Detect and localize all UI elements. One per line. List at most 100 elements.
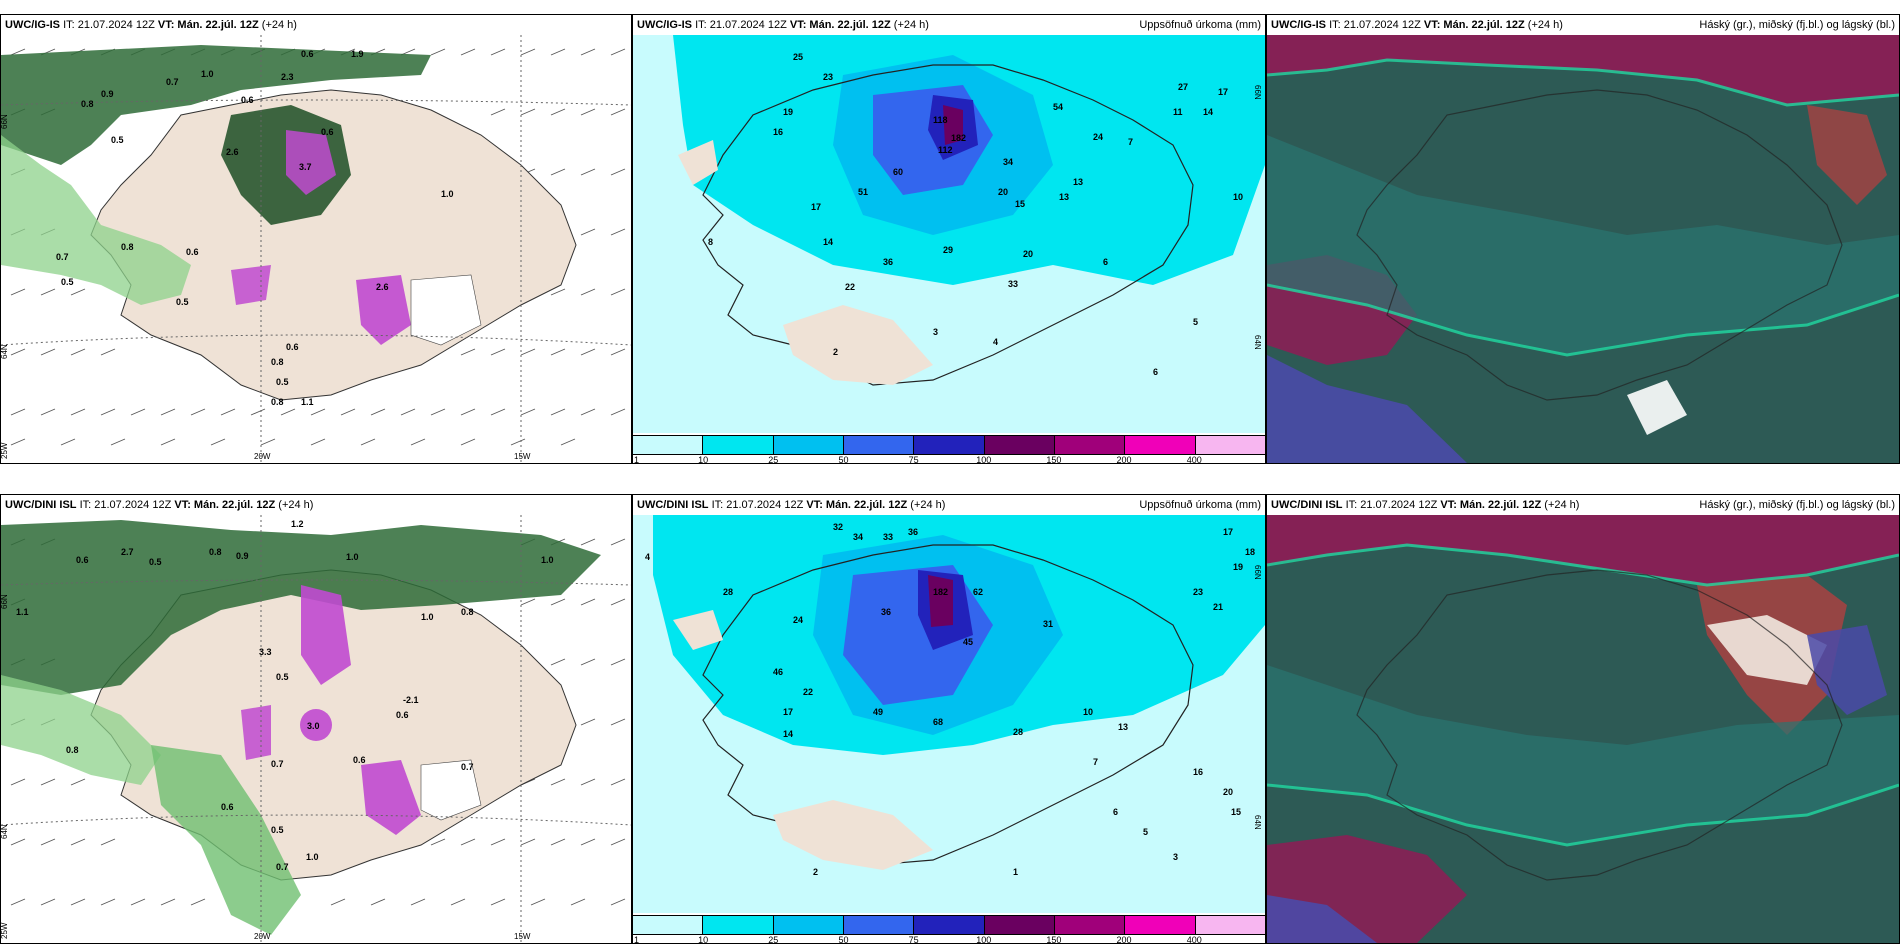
cloud-map [1267, 35, 1899, 463]
low-cloud-southwest [1267, 895, 1377, 943]
value-label: 0.8 [271, 357, 284, 367]
value-label: 1 [1013, 867, 1018, 877]
lon-label-20w: 20W [254, 452, 271, 461]
cloud-edge-north [1267, 543, 1899, 587]
legend-label: 50 [838, 455, 849, 464]
legend-label: 25 [768, 935, 779, 944]
lon-label-25w: 25W [1, 442, 9, 459]
land-dry [773, 800, 933, 870]
value-label: 0.6 [396, 710, 409, 720]
value-label: 28 [1013, 727, 1023, 737]
value-label: 33 [883, 532, 893, 542]
legend-label: 10 [698, 455, 709, 464]
model-name: UWC/IG-IS [1271, 19, 1326, 31]
value-label: 2.6 [226, 147, 239, 157]
legend-label: 100 [976, 935, 992, 944]
valid-time: VT: Mán. 22.júl. 12Z [157, 19, 259, 31]
value-label: 68 [933, 717, 943, 727]
legend-swatch [1125, 916, 1196, 934]
value-label: 0.8 [121, 242, 134, 252]
value-label: 16 [1193, 767, 1203, 777]
legend-label: 100 [976, 455, 992, 464]
value-label: 17 [1218, 87, 1228, 97]
value-label: 32 [833, 522, 843, 532]
value-label: 0.5 [276, 377, 289, 387]
value-label: 1.0 [306, 852, 319, 862]
panel-title: Háský (gr.), miðský (fj.bl.) og lágský (… [1699, 19, 1895, 31]
precip-magenta-north [286, 130, 336, 195]
value-label: 0.7 [276, 862, 289, 872]
value-label: 0.5 [111, 135, 124, 145]
value-label: 0.6 [241, 95, 254, 105]
value-label: 1.0 [541, 555, 554, 565]
init-time: IT: 21.07.2024 12Z [79, 499, 172, 511]
lat-label-64n: 64N [1, 344, 9, 359]
value-label: 36 [883, 257, 893, 267]
lead-time: (+24 h) [910, 499, 946, 511]
panel-header: UWC/DINI ISL IT: 21.07.2024 12Z VT: Mán.… [633, 495, 1265, 515]
panel-header: UWC/DINI ISL IT: 21.07.2024 12Z VT: Mán.… [1, 495, 631, 515]
value-label: 0.6 [286, 342, 299, 352]
low-cloud-east [1807, 625, 1887, 715]
value-label: 13 [1118, 722, 1128, 732]
map-canvas: 66N 64N 25 23 16 19 60 118 112 182 51 34… [633, 35, 1265, 433]
precip-map: 66N 64N 25 23 16 19 60 118 112 182 51 34… [633, 35, 1265, 433]
panel-top-left: UWC/IG-IS IT: 21.07.2024 12Z VT: Mán. 22… [0, 14, 632, 464]
lat-lon-grid [1, 515, 631, 943]
value-label: 2.3 [281, 72, 294, 82]
panel-top-mid: UWC/IG-IS IT: 21.07.2024 12Z VT: Mán. 22… [632, 14, 1266, 464]
value-label: 18 [1245, 547, 1255, 557]
lat-label-64n: 64N [1, 824, 9, 839]
mid-cloud-band [1267, 665, 1899, 845]
red-cloud-east [1807, 105, 1887, 205]
cloud-edge-south [1267, 783, 1899, 847]
legend-label: 1 [634, 935, 640, 944]
legend-colorbar [633, 915, 1265, 935]
value-label: 15 [1231, 807, 1241, 817]
valid-time: VT: Mán. 22.júl. 12Z [806, 499, 908, 511]
value-label: 5 [1193, 317, 1198, 327]
legend-labels: 1 10 25 50 75 100 150 200 400 [633, 935, 1265, 944]
legend-label: 75 [908, 935, 919, 944]
panel-header: UWC/IG-IS IT: 21.07.2024 12Z VT: Mán. 22… [633, 15, 1265, 35]
value-label: 0.8 [81, 99, 94, 109]
value-label: 20 [1223, 787, 1233, 797]
value-label: 0.6 [353, 755, 366, 765]
value-label: 0.7 [56, 252, 69, 262]
value-label: 51 [858, 187, 868, 197]
lat-label-66n: 66N [1253, 85, 1262, 100]
value-label: 7 [1128, 137, 1133, 147]
precip-legend: 1 10 25 50 75 100 150 200 400 [633, 915, 1265, 943]
value-label: 22 [803, 687, 813, 697]
lat-label-66n: 66N [1, 594, 9, 609]
legend-swatch [1195, 916, 1265, 934]
value-label: 10 [1083, 707, 1093, 717]
value-label: 182 [951, 133, 966, 143]
value-label: 20 [998, 187, 1008, 197]
value-label: 0.8 [209, 547, 222, 557]
legend-swatch [914, 916, 985, 934]
legend-swatch [703, 436, 774, 454]
precip-maroon [928, 575, 953, 627]
value-label: 34 [853, 532, 863, 542]
wind-map: 66N 64N 25W 20W 15W 1.2 0.6 2.7 0.5 0.8 … [1, 515, 631, 943]
land-dry-west [673, 610, 723, 650]
model-name: UWC/IG-IS [5, 19, 60, 31]
legend-swatch [773, 436, 844, 454]
model-name: UWC/DINI ISL [5, 499, 77, 511]
value-label: 0.5 [149, 557, 162, 567]
valid-time: VT: Mán. 22.júl. 12Z [1423, 19, 1525, 31]
value-label: 3 [933, 327, 938, 337]
valid-time: VT: Mán. 22.júl. 12Z [174, 499, 276, 511]
value-label: 1.2 [291, 519, 304, 529]
panel-bottom-left: UWC/DINI ISL IT: 21.07.2024 12Z VT: Mán.… [0, 494, 632, 944]
valid-time: VT: Mán. 22.júl. 12Z [1440, 499, 1542, 511]
value-label: 45 [963, 637, 973, 647]
high-cloud-north [1267, 35, 1899, 105]
value-label: 3.0 [307, 721, 320, 731]
land-dry-west [678, 140, 718, 185]
legend-swatch [1195, 436, 1265, 454]
map-canvas: 66N 64N 4 32 34 33 36 28 24 46 36 182 62… [633, 515, 1265, 913]
precip-green-south [151, 745, 301, 935]
legend-swatch [984, 916, 1055, 934]
